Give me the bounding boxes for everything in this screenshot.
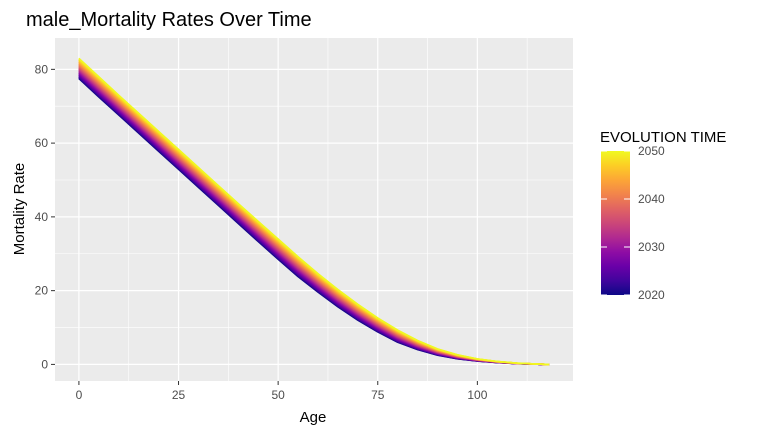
x-tick-label: 100	[467, 388, 487, 402]
y-tick-label: 40	[35, 210, 49, 224]
chart-title: male_Mortality Rates Over Time	[26, 9, 312, 31]
x-axis-ticks: 0 25 50 75 100	[76, 381, 488, 402]
x-axis-title: Age	[300, 409, 327, 426]
plot-panel	[55, 38, 573, 381]
y-tick-label: 80	[35, 62, 49, 76]
legend-break-label: 2040	[638, 192, 665, 206]
minor-grid	[55, 38, 573, 381]
legend-break-label: 2050	[638, 144, 665, 158]
x-tick-label: 50	[271, 388, 285, 402]
legend: EVOLUTION TIME 2020 2030 2040 2050	[600, 129, 726, 302]
series-line-2050	[78, 57, 550, 366]
y-axis-ticks: 0 20 40 60 80	[35, 62, 55, 371]
x-tick-label: 0	[76, 388, 83, 402]
x-tick-label: 25	[172, 388, 186, 402]
y-tick-label: 60	[35, 136, 49, 150]
x-tick-label: 75	[371, 388, 385, 402]
y-tick-label: 0	[41, 357, 48, 371]
legend-breaks: 2020 2030 2040 2050	[601, 144, 665, 302]
legend-title: EVOLUTION TIME	[600, 129, 726, 146]
series-lines	[78, 57, 550, 366]
legend-break-label: 2030	[638, 240, 665, 254]
legend-break-label: 2020	[638, 288, 665, 302]
y-axis-title: Mortality Rate	[11, 163, 28, 256]
y-tick-label: 20	[35, 284, 49, 298]
legend-colorbar	[601, 151, 630, 295]
